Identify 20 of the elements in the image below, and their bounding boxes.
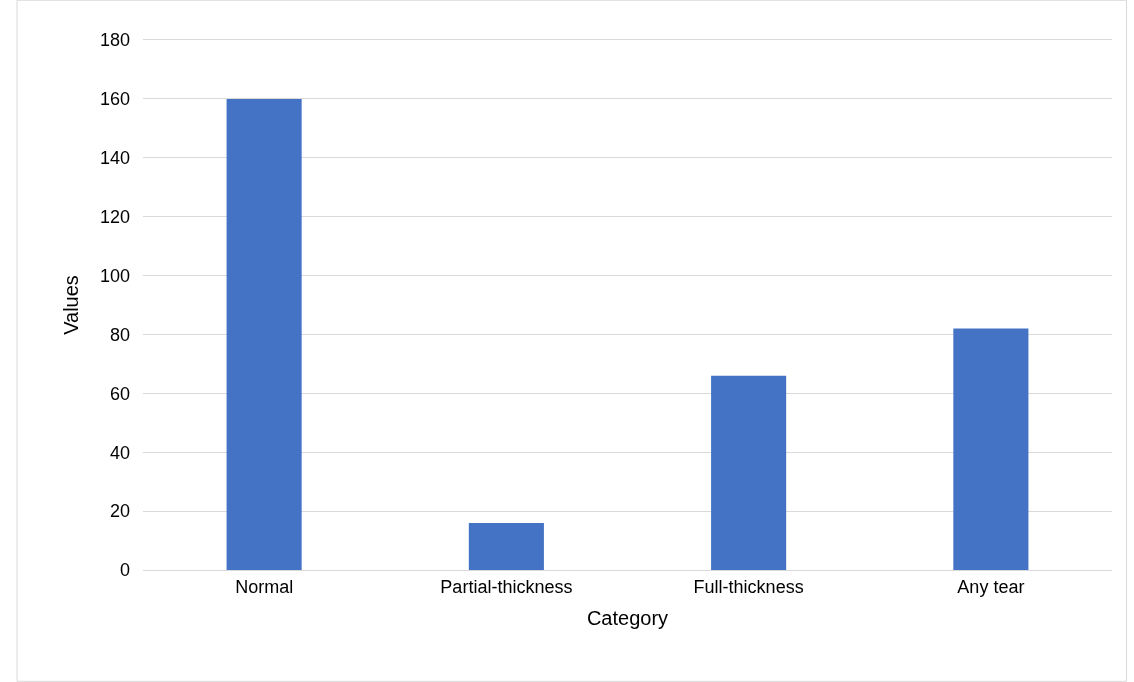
y-tick-label: 120 bbox=[99, 206, 130, 227]
bar bbox=[226, 98, 302, 570]
y-tick-label: 100 bbox=[99, 265, 130, 286]
y-tick-label: 160 bbox=[99, 89, 130, 110]
x-tick-label: Partial-thickness bbox=[440, 576, 573, 597]
x-tick-label: Full-thickness bbox=[693, 576, 804, 597]
x-tick-label: Any tear bbox=[957, 576, 1025, 597]
bar bbox=[953, 328, 1029, 570]
bar bbox=[468, 522, 544, 570]
x-tick-label: Normal bbox=[235, 576, 294, 597]
y-tick-label: 60 bbox=[109, 383, 130, 404]
y-tick-label: 80 bbox=[109, 324, 130, 345]
y-tick-label: 0 bbox=[119, 560, 130, 581]
bar bbox=[711, 375, 787, 570]
x-axis-title: Category bbox=[586, 607, 669, 630]
y-tick-label: 20 bbox=[109, 501, 130, 522]
y-tick-label: 180 bbox=[99, 30, 130, 51]
y-axis-title: Values bbox=[60, 275, 83, 335]
y-tick-label: 140 bbox=[99, 148, 130, 169]
y-tick-label: 40 bbox=[109, 442, 130, 463]
